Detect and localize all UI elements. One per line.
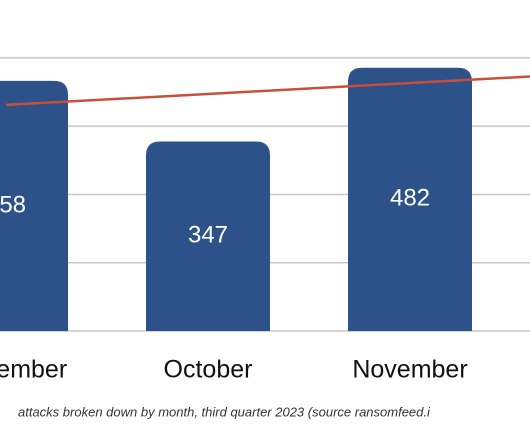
value-label: 458 — [0, 191, 26, 218]
bar — [348, 67, 472, 331]
x-tick-label: September — [0, 356, 67, 384]
x-tick-label: October — [164, 356, 253, 384]
x-tick-label: November — [352, 356, 467, 384]
value-label: 482 — [390, 185, 430, 212]
trend-line — [5, 75, 530, 107]
value-label: 347 — [188, 222, 228, 249]
caption: attacks broken down by month, third quar… — [18, 404, 431, 419]
bar — [0, 80, 68, 331]
bar — [146, 141, 270, 331]
